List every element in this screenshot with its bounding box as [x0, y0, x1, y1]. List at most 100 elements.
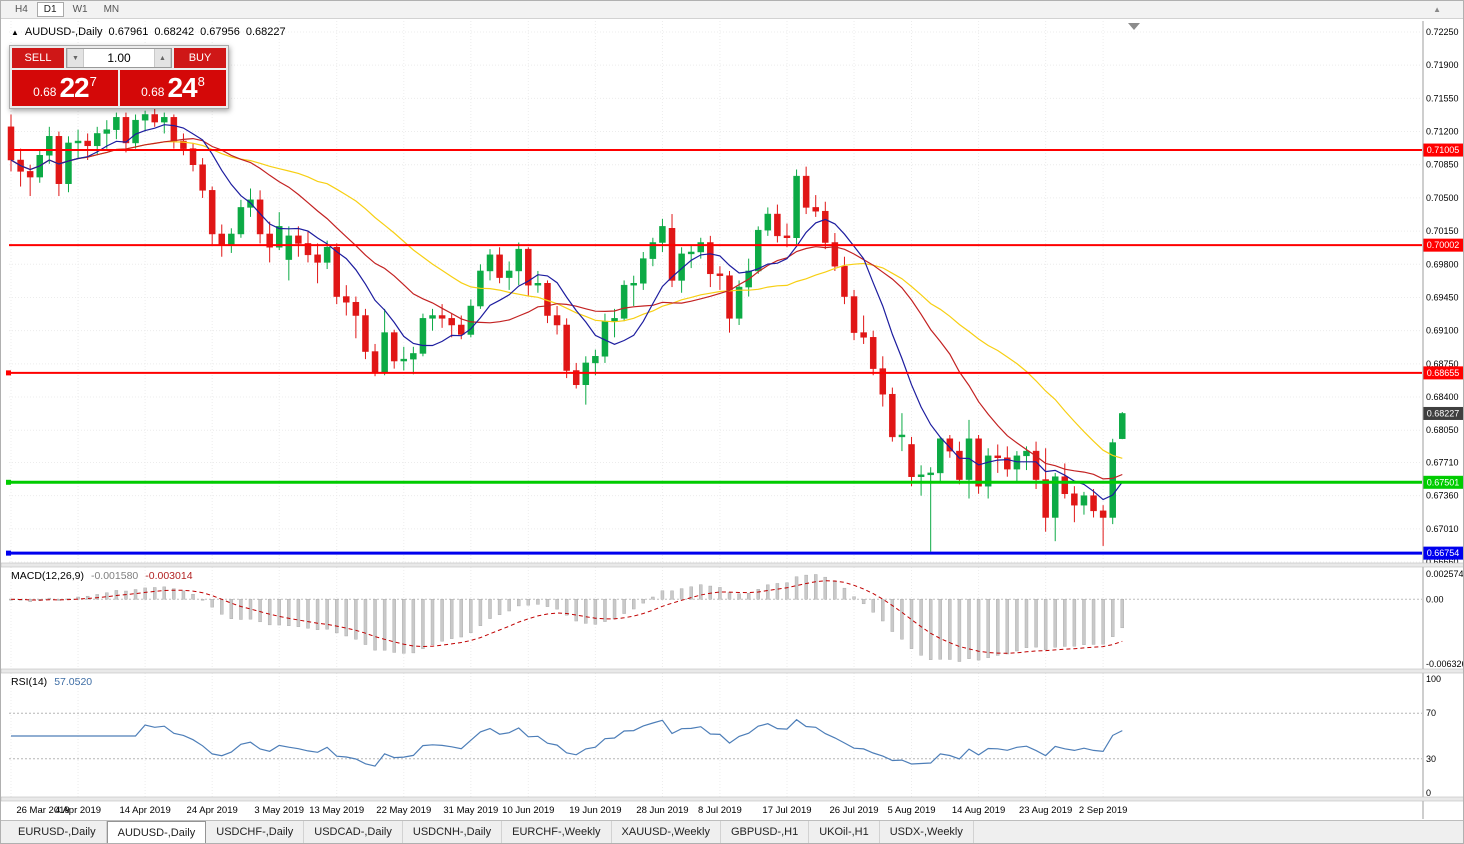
buy-price-button[interactable]: 0.68 24 8 — [120, 70, 226, 106]
macd-histogram-bar — [287, 599, 291, 626]
macd-histogram-bar — [746, 593, 751, 600]
macd-histogram-bar — [335, 599, 339, 634]
chart-tab-eurusd-daily[interactable]: EURUSD-,Daily — [8, 821, 107, 843]
candle-body — [55, 136, 63, 184]
macd-histogram-bar — [191, 594, 195, 600]
macd-histogram-bar — [162, 586, 166, 600]
macd-histogram-bar — [641, 599, 645, 604]
macd-histogram-bar — [737, 593, 741, 600]
timeframe-button-mn[interactable]: MN — [103, 4, 120, 15]
macd-histogram-bar — [814, 574, 818, 600]
panel-separator[interactable] — [1, 562, 1464, 568]
macd-histogram-bar — [881, 599, 885, 622]
sell-button[interactable]: SELL — [12, 48, 64, 68]
level-price-badge-label: 0.66754 — [1427, 548, 1460, 558]
candle-body — [1071, 493, 1078, 506]
rsi-name-label: RSI(14) — [11, 676, 48, 688]
candle-body — [1080, 495, 1088, 506]
scroll-up-icon[interactable]: ▲ — [1433, 5, 1441, 14]
macd-histogram-bar — [1120, 599, 1124, 629]
price-axis-label: 0.68400 — [1426, 392, 1459, 402]
chart-tab-usdchf-daily[interactable]: USDCHF-,Daily — [206, 821, 305, 843]
price-axis-label: 0.70150 — [1426, 226, 1459, 236]
timeframe-toolbar: H4 D1 W1 MN ▲ — [1, 1, 1463, 19]
macd-histogram-bar — [976, 599, 981, 661]
chart-tab-xauusd-weekly[interactable]: XAUUSD-,Weekly — [612, 821, 721, 843]
timeframe-button-w1[interactable]: W1 — [72, 4, 88, 15]
chart-canvas[interactable]: 0.72250 0.71900 0.71550 0.71200 0.70850 0.705… — [1, 1, 1464, 822]
candle-body — [793, 175, 800, 239]
candle-body — [180, 140, 187, 149]
date-axis-label: 2 Sep 2019 — [1079, 805, 1128, 816]
chart-tab-eurchf-weekly[interactable]: EURCHF-,Weekly — [502, 821, 612, 843]
candle-body — [592, 356, 599, 364]
candle-body — [256, 199, 264, 235]
level-price-badge — [1423, 475, 1463, 489]
timeframe-button-h4[interactable]: H4 — [15, 4, 28, 15]
macd-histogram-bar — [1110, 599, 1115, 637]
candle-body — [1061, 476, 1069, 495]
candle-body — [841, 265, 848, 297]
price-axis-label: 0.71900 — [1426, 60, 1459, 70]
date-axis-label: 14 Aug 2019 — [952, 805, 1005, 816]
macd-histogram-bar — [1005, 599, 1010, 655]
candle-body — [927, 472, 934, 476]
macd-histogram-bar — [967, 599, 971, 659]
macd-histogram-bar — [612, 599, 617, 620]
macd-histogram-bar — [373, 599, 377, 651]
macd-histogram-bar — [603, 599, 607, 622]
date-axis-label: 17 Jul 2019 — [762, 805, 811, 816]
candle-body — [1013, 455, 1021, 470]
volume-input[interactable]: 1.00 — [107, 51, 131, 65]
candle-body — [122, 117, 130, 144]
volume-up-icon[interactable]: ▲ — [154, 49, 171, 67]
macd-histogram-bar — [651, 596, 655, 600]
trade-panel-toggle-icon[interactable]: ▲ — [11, 27, 19, 37]
price-axis-label: 0.70850 — [1426, 160, 1459, 170]
chart-tab-usdcnh-daily[interactable]: USDCNH-,Daily — [403, 821, 503, 843]
macd-histogram-bar — [133, 589, 138, 600]
chart-tab-usdx-weekly[interactable]: USDX-,Weekly — [880, 821, 974, 843]
candle-body — [486, 254, 494, 272]
candle-body — [1042, 479, 1049, 518]
macd-histogram-bar — [785, 582, 789, 600]
chart-tab-ukoil-h1[interactable]: UKOil-,H1 — [809, 821, 880, 843]
date-axis-label: 19 Jun 2019 — [569, 805, 621, 816]
chart-tab-usdcad-daily[interactable]: USDCAD-,Daily — [304, 821, 403, 843]
chart-shift-marker-icon[interactable] — [1128, 23, 1140, 30]
symbol-period-label: AUDUSD-,Daily — [24, 26, 103, 38]
candle-body — [649, 242, 657, 259]
sell-price-button[interactable]: 0.68 22 7 — [12, 70, 118, 106]
timeframe-button-d1[interactable]: D1 — [36, 2, 64, 17]
date-axis-label: 13 May 2019 — [309, 805, 364, 816]
chart-tab-audusd-daily[interactable]: AUDUSD-,Daily — [106, 821, 207, 843]
volume-down-icon[interactable]: ▼ — [67, 49, 84, 67]
panel-separator[interactable] — [1, 668, 1464, 674]
panel-separator[interactable] — [1, 796, 1464, 802]
macd-histogram-bar — [402, 599, 406, 654]
candle-body — [917, 474, 925, 477]
macd-histogram-bar — [679, 588, 684, 600]
chart-tab-gbpusd-h1[interactable]: GBPUSD-,H1 — [721, 821, 810, 843]
macd-histogram-bar — [584, 599, 588, 624]
candle-body — [525, 248, 532, 286]
level-handle[interactable] — [6, 370, 11, 376]
candle-body — [534, 283, 542, 286]
macd-histogram-bar — [632, 599, 636, 610]
candle-body — [429, 315, 436, 319]
candle-body — [764, 213, 772, 231]
candle-body — [620, 284, 628, 319]
buy-button[interactable]: BUY — [174, 48, 226, 68]
price-axis-label: 0.72250 — [1426, 27, 1459, 37]
macd-name-label: MACD(12,26,9) — [11, 570, 84, 582]
level-handle[interactable] — [6, 550, 11, 556]
level-handle[interactable] — [6, 479, 11, 485]
candle-body — [726, 275, 733, 319]
candle-body — [151, 114, 158, 123]
macd-histogram-bar — [1091, 599, 1096, 645]
candle-body — [390, 332, 398, 362]
macd-histogram-bar — [267, 599, 272, 626]
candle-body — [74, 140, 82, 144]
macd-histogram-bar — [143, 587, 147, 600]
candle-body — [65, 142, 72, 184]
